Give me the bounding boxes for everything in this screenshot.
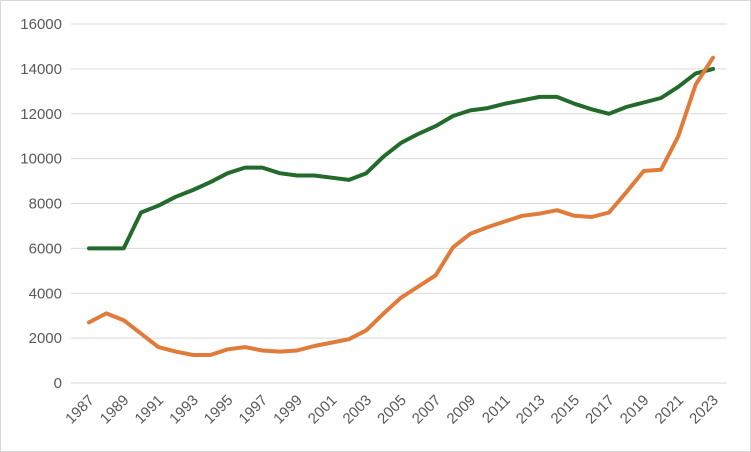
- y-tick-label: 2000: [29, 330, 62, 347]
- y-tick-label: 8000: [29, 196, 62, 213]
- x-tick-label: 2015: [548, 392, 584, 428]
- y-tick-label: 10000: [20, 151, 62, 168]
- x-tick-label: 2007: [409, 392, 445, 428]
- y-tick-label: 6000: [29, 240, 62, 257]
- y-axis: 0 2000 4000 6000 8000 10000 12000 14000 16000: [20, 16, 62, 392]
- x-tick-label: 1999: [270, 392, 306, 428]
- y-tick-label: 0: [54, 375, 62, 392]
- x-tick-label: 2019: [617, 392, 653, 428]
- y-tick-label: 14000: [20, 61, 62, 78]
- y-tick-label: 4000: [29, 285, 62, 302]
- x-tick-label: 2023: [686, 392, 722, 428]
- x-tick-label: 1991: [132, 392, 168, 428]
- y-tick-label: 16000: [20, 16, 62, 33]
- x-tick-label: 1995: [201, 392, 237, 428]
- x-tick-label: 2017: [582, 392, 618, 428]
- series-line-green: [87, 66, 715, 251]
- series-lines: [87, 55, 715, 357]
- y-tick-label: 12000: [20, 106, 62, 123]
- x-tick-label: 2021: [652, 392, 688, 428]
- x-tick-label: 2003: [340, 392, 376, 428]
- series-line-orange: [87, 55, 715, 357]
- gridlines: [71, 23, 727, 384]
- x-tick-label: 1989: [97, 392, 133, 428]
- x-tick-label: 1997: [236, 392, 272, 428]
- x-tick-label: 1993: [166, 392, 202, 428]
- x-tick-label: 2011: [479, 392, 514, 427]
- x-tick-label: 2009: [444, 392, 480, 428]
- x-tick-label: 2001: [305, 392, 341, 428]
- x-tick-label: 1987: [62, 392, 98, 428]
- x-axis: 1987 1989 1991 1993 1995 1997 1999 2001 2003 2005…: [62, 392, 722, 428]
- x-tick-label: 2005: [374, 392, 410, 428]
- x-tick-label: 2013: [513, 392, 549, 428]
